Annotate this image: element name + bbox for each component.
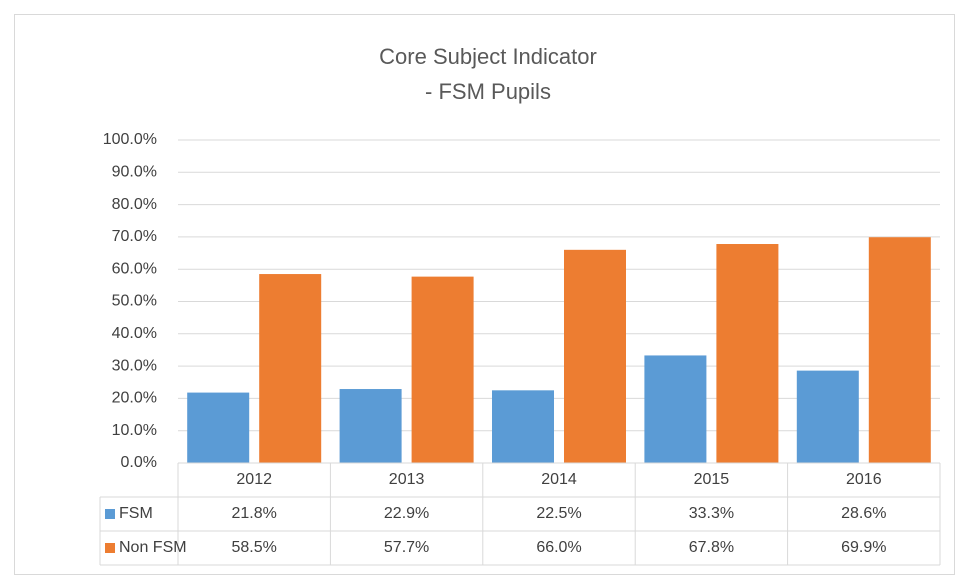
table-value: 22.9% <box>384 505 429 522</box>
y-tick-label: 80.0% <box>112 196 157 213</box>
x-tick-label: 2014 <box>541 471 577 488</box>
bar <box>187 392 250 463</box>
chart-title: Core Subject Indicator <box>379 44 597 69</box>
legend-swatch <box>105 543 115 553</box>
bar <box>868 237 931 463</box>
legend-swatch <box>105 509 115 519</box>
y-tick-label: 90.0% <box>112 164 157 181</box>
bar <box>411 276 474 463</box>
bar <box>259 274 322 463</box>
table-value: 67.8% <box>689 539 734 556</box>
y-tick-label: 60.0% <box>112 260 157 277</box>
x-tick-label: 2015 <box>694 471 730 488</box>
x-tick-label: 2013 <box>389 471 425 488</box>
table-value: 28.6% <box>841 505 886 522</box>
table-value: 58.5% <box>232 539 277 556</box>
y-tick-label: 40.0% <box>112 325 157 342</box>
table-value: 33.3% <box>689 505 734 522</box>
chart-frame <box>14 14 955 575</box>
bar <box>339 389 402 463</box>
x-tick-label: 2016 <box>846 471 882 488</box>
legend-label: FSM <box>119 505 153 522</box>
chart-subtitle: - FSM Pupils <box>425 79 551 104</box>
bar <box>492 390 554 463</box>
table-value: 22.5% <box>536 505 581 522</box>
table-value: 66.0% <box>536 539 581 556</box>
bar <box>564 249 626 463</box>
bar <box>796 370 859 463</box>
legend-label: Non FSM <box>119 539 187 556</box>
y-tick-label: 0.0% <box>121 454 157 471</box>
y-tick-label: 70.0% <box>112 228 157 245</box>
table-value: 69.9% <box>841 539 886 556</box>
y-tick-label: 10.0% <box>112 422 157 439</box>
y-tick-label: 100.0% <box>103 131 157 148</box>
y-tick-label: 20.0% <box>112 390 157 407</box>
x-tick-label: 2012 <box>236 471 272 488</box>
bar <box>716 244 779 463</box>
y-tick-label: 50.0% <box>112 293 157 310</box>
y-tick-label: 30.0% <box>112 357 157 374</box>
table-value: 21.8% <box>232 505 277 522</box>
table-value: 57.7% <box>384 539 429 556</box>
bar <box>644 355 707 463</box>
